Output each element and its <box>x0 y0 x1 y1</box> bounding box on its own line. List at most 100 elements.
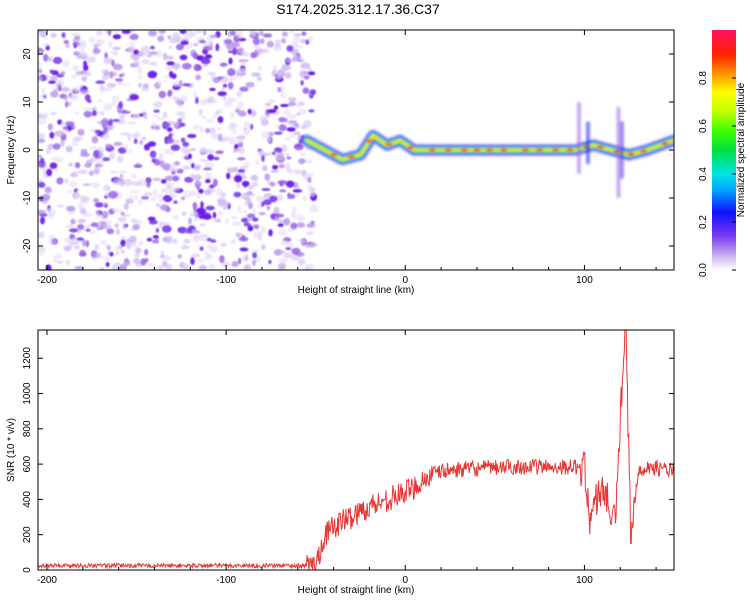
noise-blob <box>160 204 170 211</box>
noise-blob <box>264 102 272 107</box>
noise-blob <box>100 256 107 260</box>
y-tick-label: 1200 <box>22 347 33 370</box>
trace-peak <box>486 148 493 152</box>
noise-blob <box>95 30 103 36</box>
noise-blob <box>168 45 173 49</box>
noise-blob <box>297 258 306 266</box>
noise-blob <box>274 124 280 128</box>
noise-blob <box>166 55 174 60</box>
noise-blob <box>121 110 131 114</box>
noise-blob <box>213 178 218 187</box>
noise-blob <box>278 229 287 236</box>
trace-peak <box>444 148 452 152</box>
noise-blob <box>223 83 227 88</box>
noise-blob <box>108 190 118 199</box>
noise-blob <box>100 133 110 139</box>
noise-blob <box>229 76 237 82</box>
noise-blob <box>118 170 128 175</box>
noise-blob <box>225 217 229 225</box>
noise-blob <box>177 254 182 259</box>
noise-blob <box>85 228 91 232</box>
noise-blob <box>245 197 252 206</box>
noise-blob <box>288 97 297 102</box>
noise-blob <box>162 52 168 61</box>
noise-blob <box>297 101 305 106</box>
noise-blob <box>238 147 245 154</box>
y-tick-label: 800 <box>22 420 33 437</box>
spectrogram-noise-region <box>38 30 319 270</box>
noise-blob <box>232 47 237 56</box>
noise-blob <box>309 190 316 197</box>
noise-blob <box>91 136 99 144</box>
noise-blob <box>245 81 255 88</box>
noise-blob <box>250 109 257 117</box>
noise-blob <box>195 96 199 104</box>
chart-title: S174.2025.312.17.36.C37 <box>276 1 440 17</box>
noise-blob <box>293 169 302 174</box>
noise-blob <box>235 71 243 80</box>
noise-blob <box>279 92 287 99</box>
noise-blob <box>278 258 288 263</box>
noise-blob <box>309 204 319 213</box>
noise-blob <box>86 56 96 63</box>
noise-blob <box>199 126 204 133</box>
noise-blob <box>166 61 175 66</box>
noise-blob <box>104 195 108 199</box>
noise-blob <box>209 184 215 189</box>
noise-blob <box>160 250 164 255</box>
noise-blob <box>251 72 261 77</box>
noise-blob <box>93 198 99 203</box>
noise-blob <box>170 151 174 155</box>
noise-blob <box>57 119 63 125</box>
noise-blob <box>276 85 285 93</box>
noise-blob <box>264 173 271 181</box>
noise-blob <box>180 95 188 102</box>
noise-blob <box>258 212 266 216</box>
noise-blob <box>80 148 88 155</box>
noise-blob <box>78 252 87 257</box>
noise-blob <box>119 174 124 178</box>
snr-y-axis: 0 200 400 600 800 1000 1200 <box>22 347 674 573</box>
noise-blob <box>199 246 204 251</box>
noise-blob <box>308 242 318 248</box>
noise-blob <box>187 153 192 160</box>
noise-blob <box>60 140 65 147</box>
trace-peak <box>566 148 574 152</box>
noise-blob <box>117 64 122 71</box>
noise-blob <box>92 181 100 189</box>
noise-blob <box>261 188 271 191</box>
noise-blob <box>121 30 131 34</box>
noise-blob <box>291 247 301 255</box>
noise-blob <box>68 241 73 249</box>
noise-blob <box>236 182 240 189</box>
noise-blob <box>151 158 157 163</box>
noise-blob <box>39 157 45 165</box>
noise-blob <box>199 159 208 162</box>
noise-blob <box>109 251 114 257</box>
noise-blob <box>227 68 236 77</box>
noise-blob <box>108 83 117 87</box>
spectrogram-x-label: Height of straight line (km) <box>298 285 415 296</box>
noise-blob <box>99 267 104 270</box>
noise-blob <box>128 148 133 154</box>
noise-blob <box>174 161 181 166</box>
noise-blob <box>285 152 290 157</box>
noise-blob <box>147 141 157 147</box>
noise-blob <box>261 201 265 207</box>
noise-blob <box>166 137 175 144</box>
noise-blob <box>281 240 289 246</box>
noise-blob <box>281 38 286 44</box>
noise-blob <box>146 237 152 242</box>
noise-blob <box>113 51 118 56</box>
noise-blob <box>199 223 206 227</box>
noise-blob <box>102 224 112 229</box>
noise-blob <box>243 121 251 128</box>
noise-blob <box>277 180 288 185</box>
noise-blob <box>216 127 222 131</box>
noise-blob <box>78 83 83 90</box>
noise-blob <box>122 223 127 230</box>
colorbar-tick-label: 0.4 <box>698 167 709 181</box>
noise-blob <box>57 204 64 208</box>
snr-series-line <box>38 330 674 570</box>
noise-blob <box>200 234 209 239</box>
